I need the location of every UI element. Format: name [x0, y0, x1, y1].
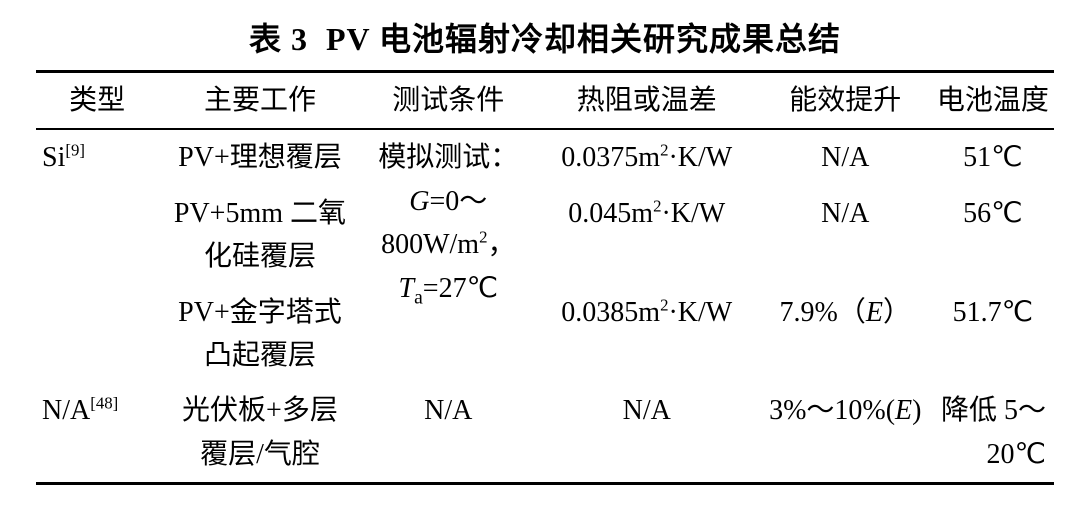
- work-line: PV+金字塔式: [178, 297, 342, 328]
- eff-val: 3%～10%(: [769, 395, 895, 426]
- cond-var-t: T: [399, 273, 415, 304]
- temp-cell: 51℃: [932, 129, 1054, 185]
- cond-text: =0～: [429, 186, 487, 217]
- col-type: 类型: [36, 72, 158, 130]
- res-cell: 0.0385m2·K/W: [535, 285, 759, 384]
- table-row: N/A[48] 光伏板+多层 覆层/气腔 N/A N/A 3%～10%(E) 降…: [36, 383, 1054, 483]
- work-cell: PV+理想覆层: [158, 129, 362, 185]
- res-cell: 0.045m2·K/W: [535, 186, 759, 285]
- work-cell: PV+金字塔式 凸起覆层: [158, 285, 362, 384]
- work-line: 凸起覆层: [204, 340, 316, 371]
- temp-line: 20℃: [987, 439, 1046, 470]
- eff-cell: 3%～10%(E): [759, 383, 932, 483]
- type-ref: [9]: [65, 141, 85, 160]
- pv-cooling-table: 类型 主要工作 测试条件 热阻或温差 能效提升 电池温度 Si[9] PV+理想…: [36, 70, 1054, 485]
- res-tail: ·K/W: [668, 142, 732, 173]
- work-line: 覆层/气腔: [200, 439, 320, 470]
- eff-cell: N/A: [759, 129, 932, 185]
- eff-tail: ): [912, 395, 921, 426]
- cond-var-g: G: [409, 186, 429, 217]
- res-cell: N/A: [535, 383, 759, 483]
- res-val: 0.045m: [568, 198, 653, 229]
- temp-cell: 51.7℃: [932, 285, 1054, 384]
- res-tail: ·K/W: [661, 198, 725, 229]
- caption-title: PV 电池辐射冷却相关研究成果总结: [326, 21, 841, 57]
- res-val: 0.0375m: [561, 142, 660, 173]
- table-caption: 表 3 PV 电池辐射冷却相关研究成果总结: [36, 14, 1054, 60]
- cond-text: =27℃: [423, 273, 498, 304]
- type-ref: [48]: [90, 394, 118, 413]
- table-row: PV+金字塔式 凸起覆层 0.0385m2·K/W 7.9%（E） 51.7℃: [36, 285, 1054, 384]
- col-res: 热阻或温差: [535, 72, 759, 130]
- table-figure: 表 3 PV 电池辐射冷却相关研究成果总结 类型 主要工作 测试条件 热阻或温差…: [0, 0, 1090, 505]
- res-cell: 0.0375m2·K/W: [535, 129, 759, 185]
- cond-cell-shared: 模拟测试： G=0～ 800W/m2， Ta=27℃: [362, 129, 535, 383]
- work-line: PV+5mm 二氧: [174, 198, 346, 229]
- type-cell-na: N/A[48]: [36, 383, 158, 483]
- work-line: 化硅覆层: [204, 241, 316, 272]
- work-line: 光伏板+多层: [182, 395, 338, 426]
- cond-sub: a: [414, 287, 423, 308]
- col-work: 主要工作: [158, 72, 362, 130]
- work-cell: PV+5mm 二氧 化硅覆层: [158, 186, 362, 285]
- temp-cell: 56℃: [932, 186, 1054, 285]
- res-tail: ·K/W: [668, 297, 732, 328]
- type-label: Si: [42, 142, 65, 173]
- cond-text: ，: [487, 229, 515, 260]
- type-label: N/A: [42, 395, 90, 426]
- col-cond: 测试条件: [362, 72, 535, 130]
- col-eff: 能效提升: [759, 72, 932, 130]
- table-row: Si[9] PV+理想覆层 模拟测试： G=0～ 800W/m2， Ta=27℃…: [36, 129, 1054, 185]
- temp-cell: 降低 5～ 20℃: [932, 383, 1054, 483]
- temp-line: 降低 5～: [941, 395, 1046, 426]
- res-val: 0.0385m: [561, 297, 660, 328]
- eff-tail: ）: [883, 297, 911, 328]
- header-row: 类型 主要工作 测试条件 热阻或温差 能效提升 电池温度: [36, 72, 1054, 130]
- eff-val: 7.9%（: [780, 297, 866, 328]
- eff-var: E: [866, 297, 883, 328]
- cond-text: 800W/m: [381, 229, 479, 260]
- cond-cell: N/A: [362, 383, 535, 483]
- cond-line: 模拟测试：: [378, 142, 518, 173]
- type-cell-si: Si[9]: [36, 129, 158, 383]
- caption-number: 表 3: [249, 21, 308, 57]
- work-cell: 光伏板+多层 覆层/气腔: [158, 383, 362, 483]
- eff-var: E: [895, 395, 912, 426]
- table-row: PV+5mm 二氧 化硅覆层 0.045m2·K/W N/A 56℃: [36, 186, 1054, 285]
- eff-cell: N/A: [759, 186, 932, 285]
- col-temp: 电池温度: [932, 72, 1054, 130]
- eff-cell: 7.9%（E）: [759, 285, 932, 384]
